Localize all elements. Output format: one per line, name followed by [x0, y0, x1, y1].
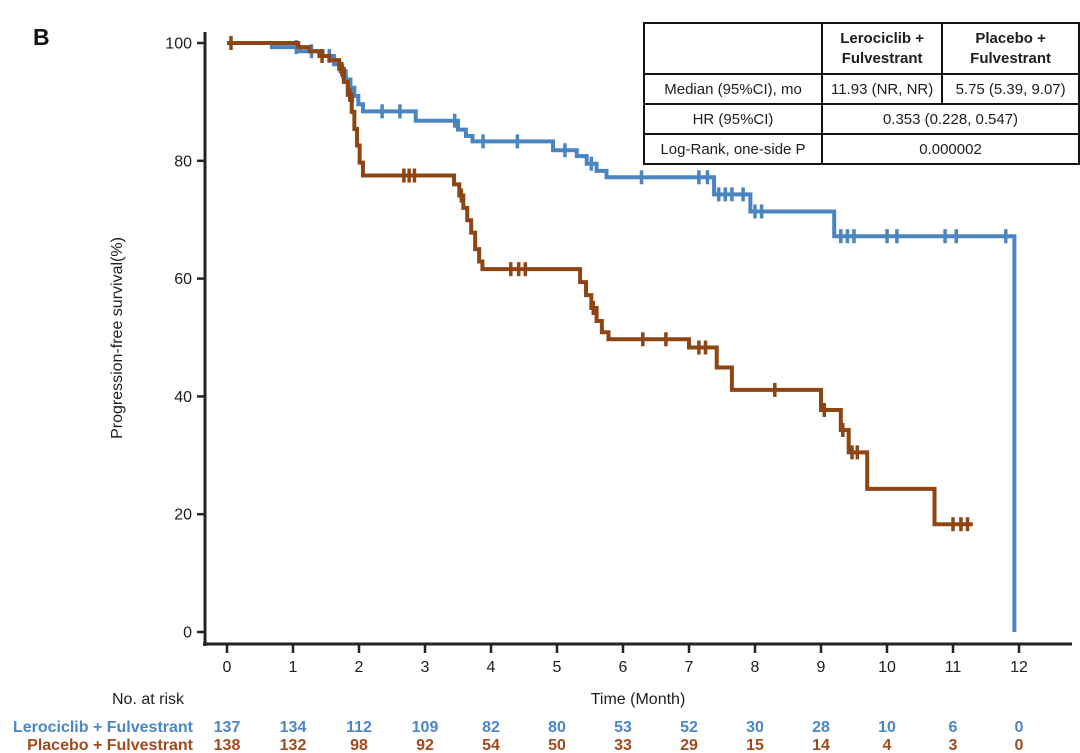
x-tick-label: 10 — [878, 659, 896, 676]
x-tick-label: 8 — [751, 659, 760, 676]
x-axis-title: Time (Month) — [591, 691, 686, 708]
stats-hr-value: 0.353 (0.228, 0.547) — [821, 103, 1080, 135]
risk-value-placebo-fulvestrant: 98 — [350, 737, 368, 753]
stats-logrank-label: Log-Rank, one-side P — [642, 133, 824, 165]
stats-header-lerociclib: Lerociclib + Fulvestrant — [821, 22, 944, 75]
risk-value-placebo-fulvestrant: 15 — [746, 737, 764, 753]
risk-value-placebo-fulvestrant: 54 — [482, 737, 500, 753]
x-tick-label: 5 — [553, 659, 562, 676]
y-tick-label: 0 — [183, 625, 192, 642]
x-tick-label: 9 — [817, 659, 826, 676]
risk-value-lerociclib-fulvestrant: 6 — [949, 719, 958, 736]
y-tick-label: 80 — [174, 153, 192, 170]
stats-table: Lerociclib + Fulvestrant Placebo + Fulve… — [642, 22, 1080, 165]
panel-label: B — [33, 24, 50, 50]
risk-row-label-lerociclib-fulvestrant: Lerociclib + Fulvestrant — [13, 719, 194, 736]
risk-value-lerociclib-fulvestrant: 82 — [482, 719, 500, 736]
stats-hr-label: HR (95%CI) — [642, 103, 824, 135]
x-tick-label: 1 — [289, 659, 298, 676]
risk-value-placebo-fulvestrant: 50 — [548, 737, 566, 753]
risk-table-title: No. at risk — [112, 691, 185, 708]
risk-value-lerociclib-fulvestrant: 80 — [548, 719, 566, 736]
stats-median-lerociclib: 11.93 (NR, NR) — [821, 73, 944, 105]
y-tick-label: 40 — [174, 389, 192, 406]
risk-value-placebo-fulvestrant: 92 — [416, 737, 434, 753]
risk-value-lerociclib-fulvestrant: 10 — [878, 719, 896, 736]
x-tick-label: 12 — [1010, 659, 1028, 676]
risk-value-lerociclib-fulvestrant: 52 — [680, 719, 698, 736]
y-tick-label: 60 — [174, 271, 192, 288]
km-curve-placebo-fulvestrant — [227, 41, 973, 527]
risk-value-lerociclib-fulvestrant: 112 — [346, 719, 372, 736]
stats-median-placebo: 5.75 (5.39, 9.07) — [941, 73, 1080, 105]
stats-logrank-value: 0.000002 — [821, 133, 1080, 165]
y-tick-label: 100 — [165, 36, 192, 53]
x-tick-label: 11 — [945, 659, 962, 676]
risk-value-lerociclib-fulvestrant: 30 — [746, 719, 764, 736]
risk-value-placebo-fulvestrant: 14 — [812, 737, 830, 753]
y-tick-label: 20 — [174, 507, 192, 524]
x-tick-label: 4 — [487, 659, 496, 676]
x-tick-label: 7 — [685, 659, 694, 676]
risk-value-lerociclib-fulvestrant: 0 — [1015, 719, 1024, 736]
risk-value-placebo-fulvestrant: 132 — [280, 737, 307, 753]
risk-row-label-placebo-fulvestrant: Placebo + Fulvestrant — [27, 737, 194, 753]
risk-value-lerociclib-fulvestrant: 28 — [812, 719, 830, 736]
risk-value-placebo-fulvestrant: 33 — [614, 737, 632, 753]
stats-corner-cell — [642, 22, 824, 75]
risk-value-lerociclib-fulvestrant: 137 — [214, 719, 241, 736]
stats-table-grid: Lerociclib + Fulvestrant Placebo + Fulve… — [642, 22, 1080, 165]
stats-median-label: Median (95%CI), mo — [642, 73, 824, 105]
x-tick-label: 0 — [223, 659, 232, 676]
risk-value-placebo-fulvestrant: 29 — [680, 737, 698, 753]
risk-value-placebo-fulvestrant: 4 — [883, 737, 892, 753]
risk-value-placebo-fulvestrant: 138 — [214, 737, 241, 753]
risk-value-lerociclib-fulvestrant: 53 — [614, 719, 632, 736]
x-tick-label: 6 — [619, 659, 628, 676]
risk-value-placebo-fulvestrant: 3 — [949, 737, 958, 753]
risk-value-lerociclib-fulvestrant: 134 — [280, 719, 307, 736]
x-tick-label: 2 — [355, 659, 364, 676]
stats-header-placebo: Placebo + Fulvestrant — [941, 22, 1080, 75]
y-axis-title: Progression-free survival(%) — [109, 237, 126, 439]
risk-value-lerociclib-fulvestrant: 109 — [412, 719, 439, 736]
risk-value-placebo-fulvestrant: 0 — [1015, 737, 1024, 753]
x-tick-label: 3 — [421, 659, 430, 676]
